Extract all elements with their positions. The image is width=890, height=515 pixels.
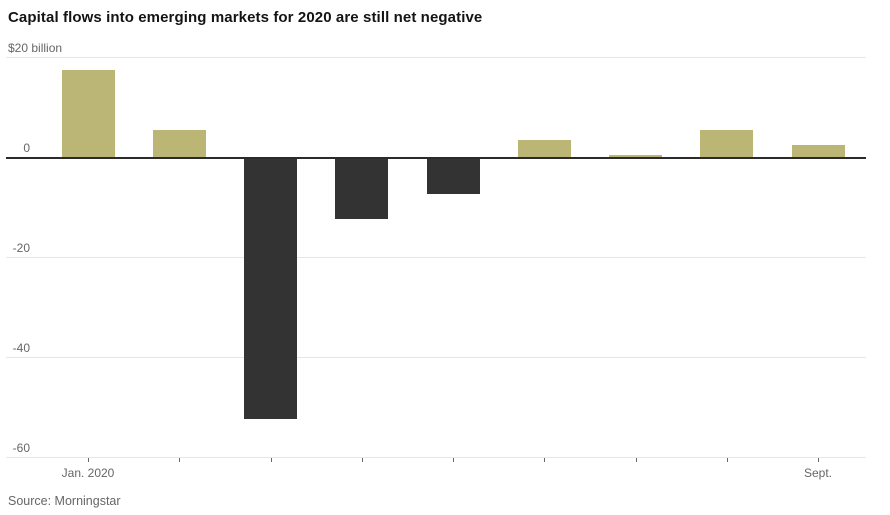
- x-axis-label-sept: Sept.: [803, 466, 833, 480]
- gridline--60: [6, 457, 866, 458]
- y-axis-label--20: -20: [12, 241, 30, 255]
- bar-april: [335, 159, 389, 219]
- bar-june: [517, 139, 571, 157]
- x-tick-9: [818, 458, 819, 462]
- x-tick-7: [635, 458, 637, 462]
- x-tick-8: [726, 458, 728, 462]
- gridline--40: [6, 357, 866, 358]
- bar-march: [244, 159, 297, 419]
- x-tick-6: [544, 458, 546, 462]
- y-axis-label--60: -60: [12, 441, 30, 455]
- bar-sept: [791, 144, 845, 157]
- y-axis-label--40: -40: [12, 341, 30, 355]
- bar-jan-2020: [61, 69, 115, 157]
- bar-july: [609, 154, 662, 157]
- x-tick-1: [88, 458, 89, 462]
- gridline-20: [6, 57, 866, 58]
- source-label: Source: Morningstar: [8, 494, 121, 508]
- bar-may: [426, 159, 480, 194]
- gridline--20: [6, 257, 866, 258]
- x-axis-label-jan-2020: Jan. 2020: [61, 466, 115, 480]
- x-tick-4: [361, 458, 363, 462]
- bar-feb: [152, 129, 206, 157]
- x-tick-2: [179, 458, 181, 462]
- chart-title: Capital flows into emerging markets for …: [8, 9, 483, 26]
- zero-baseline: [6, 157, 866, 159]
- x-tick-3: [270, 458, 272, 462]
- y-axis-unit-label: $20 billion: [8, 41, 63, 55]
- x-tick-5: [453, 458, 454, 462]
- y-axis-label-0: 0: [23, 141, 30, 155]
- bar-aug: [700, 129, 754, 157]
